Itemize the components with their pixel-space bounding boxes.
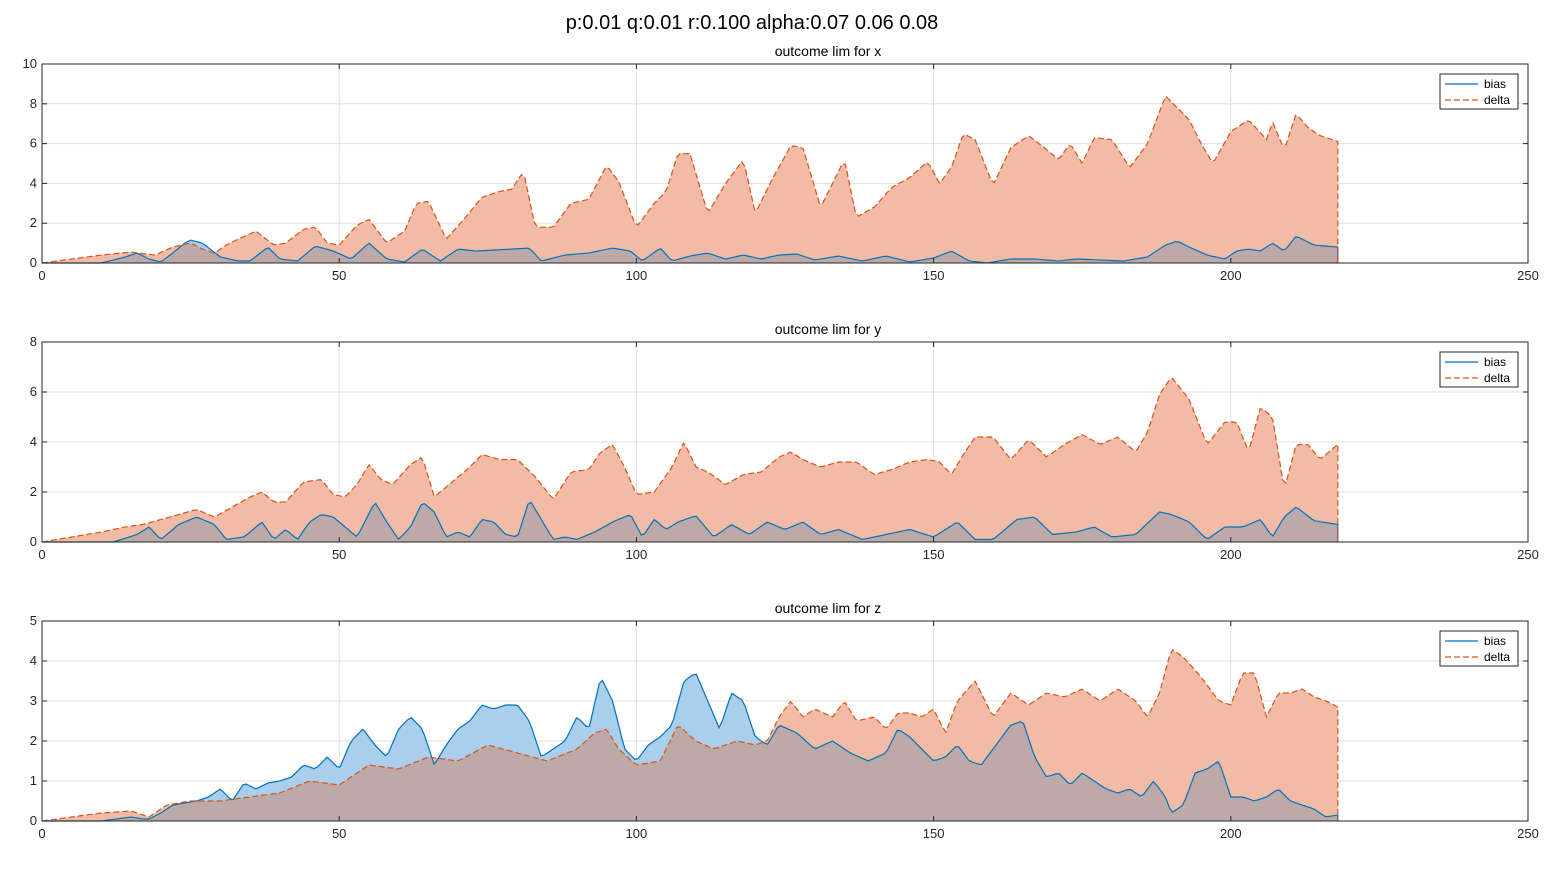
y-tick-label: 1 <box>30 773 37 788</box>
subplot-title: outcome lim for x <box>775 43 882 59</box>
legend-label: bias <box>1484 355 1506 369</box>
y-tick-label: 10 <box>23 56 37 71</box>
figure-suptitle: p:0.01 q:0.01 r:0.100 alpha:0.07 0.06 0.… <box>566 12 939 34</box>
y-tick-label: 3 <box>30 693 37 708</box>
bias-line <box>42 501 1339 543</box>
y-tick-label: 8 <box>30 96 37 111</box>
delta-line <box>41 95 1339 264</box>
legend-label: delta <box>1484 371 1510 385</box>
legend-label: delta <box>1484 93 1510 107</box>
x-tick-label: 0 <box>38 268 45 283</box>
x-tick-label: 150 <box>923 268 945 283</box>
overlap-area <box>42 721 1338 821</box>
x-tick-label: 50 <box>332 547 346 562</box>
x-tick-label: 250 <box>1517 826 1539 841</box>
axes-box <box>41 620 1529 822</box>
overlap-area <box>42 236 1338 263</box>
y-tick-label: 4 <box>30 653 37 668</box>
x-tick-label: 200 <box>1220 547 1242 562</box>
subplot-title: outcome lim for y <box>775 321 882 337</box>
x-tick-label: 50 <box>332 826 346 841</box>
legend-label: bias <box>1484 634 1506 648</box>
y-tick-label: 2 <box>30 215 37 230</box>
y-tick-label: 6 <box>30 136 37 151</box>
bias-line <box>42 673 1339 822</box>
x-tick-label: 150 <box>923 547 945 562</box>
x-tick-label: 0 <box>38 826 45 841</box>
x-tick-label: 100 <box>626 268 648 283</box>
overlap-area <box>42 502 1338 542</box>
delta-line <box>41 648 1339 822</box>
y-tick-label: 2 <box>30 733 37 748</box>
y-tick-label: 5 <box>30 613 37 628</box>
subplot-title: outcome lim for z <box>775 600 882 616</box>
x-tick-label: 50 <box>332 268 346 283</box>
x-tick-label: 200 <box>1220 826 1242 841</box>
legend-box <box>1439 351 1519 388</box>
y-tick-label: 0 <box>30 255 37 270</box>
y-tick-label: 2 <box>30 484 37 499</box>
delta-line <box>41 377 1339 543</box>
y-tick-label: 0 <box>30 534 37 549</box>
x-tick-label: 200 <box>1220 268 1242 283</box>
y-tick-label: 0 <box>30 813 37 828</box>
y-tick-label: 8 <box>30 334 37 349</box>
subplot-x: 0 50 100 150 200 250 0 2 4 6 8 10 outcome lim for x b… <box>23 43 1539 283</box>
x-tick-label: 250 <box>1517 268 1539 283</box>
bias-line <box>42 236 1339 264</box>
legend-box <box>1439 630 1519 667</box>
x-tick-label: 100 <box>626 547 648 562</box>
delta-area <box>42 378 1338 542</box>
legend-label: delta <box>1484 650 1510 664</box>
subplot-z: 0 50 100 150 200 250 0 1 2 3 4 5 outcome lim for z bi… <box>30 600 1539 841</box>
x-tick-label: 250 <box>1517 547 1539 562</box>
y-tick-label: 4 <box>30 434 37 449</box>
x-tick-label: 0 <box>38 547 45 562</box>
legend-box <box>1439 73 1519 110</box>
subplot-y: 0 50 100 150 200 250 0 2 4 6 8 outcome lim for y bia… <box>30 321 1539 562</box>
axes-box <box>41 63 1529 264</box>
x-tick-label: 100 <box>626 826 648 841</box>
y-tick-label: 4 <box>30 175 37 190</box>
legend-label: bias <box>1484 77 1506 91</box>
y-tick-label: 6 <box>30 384 37 399</box>
x-tick-label: 150 <box>923 826 945 841</box>
